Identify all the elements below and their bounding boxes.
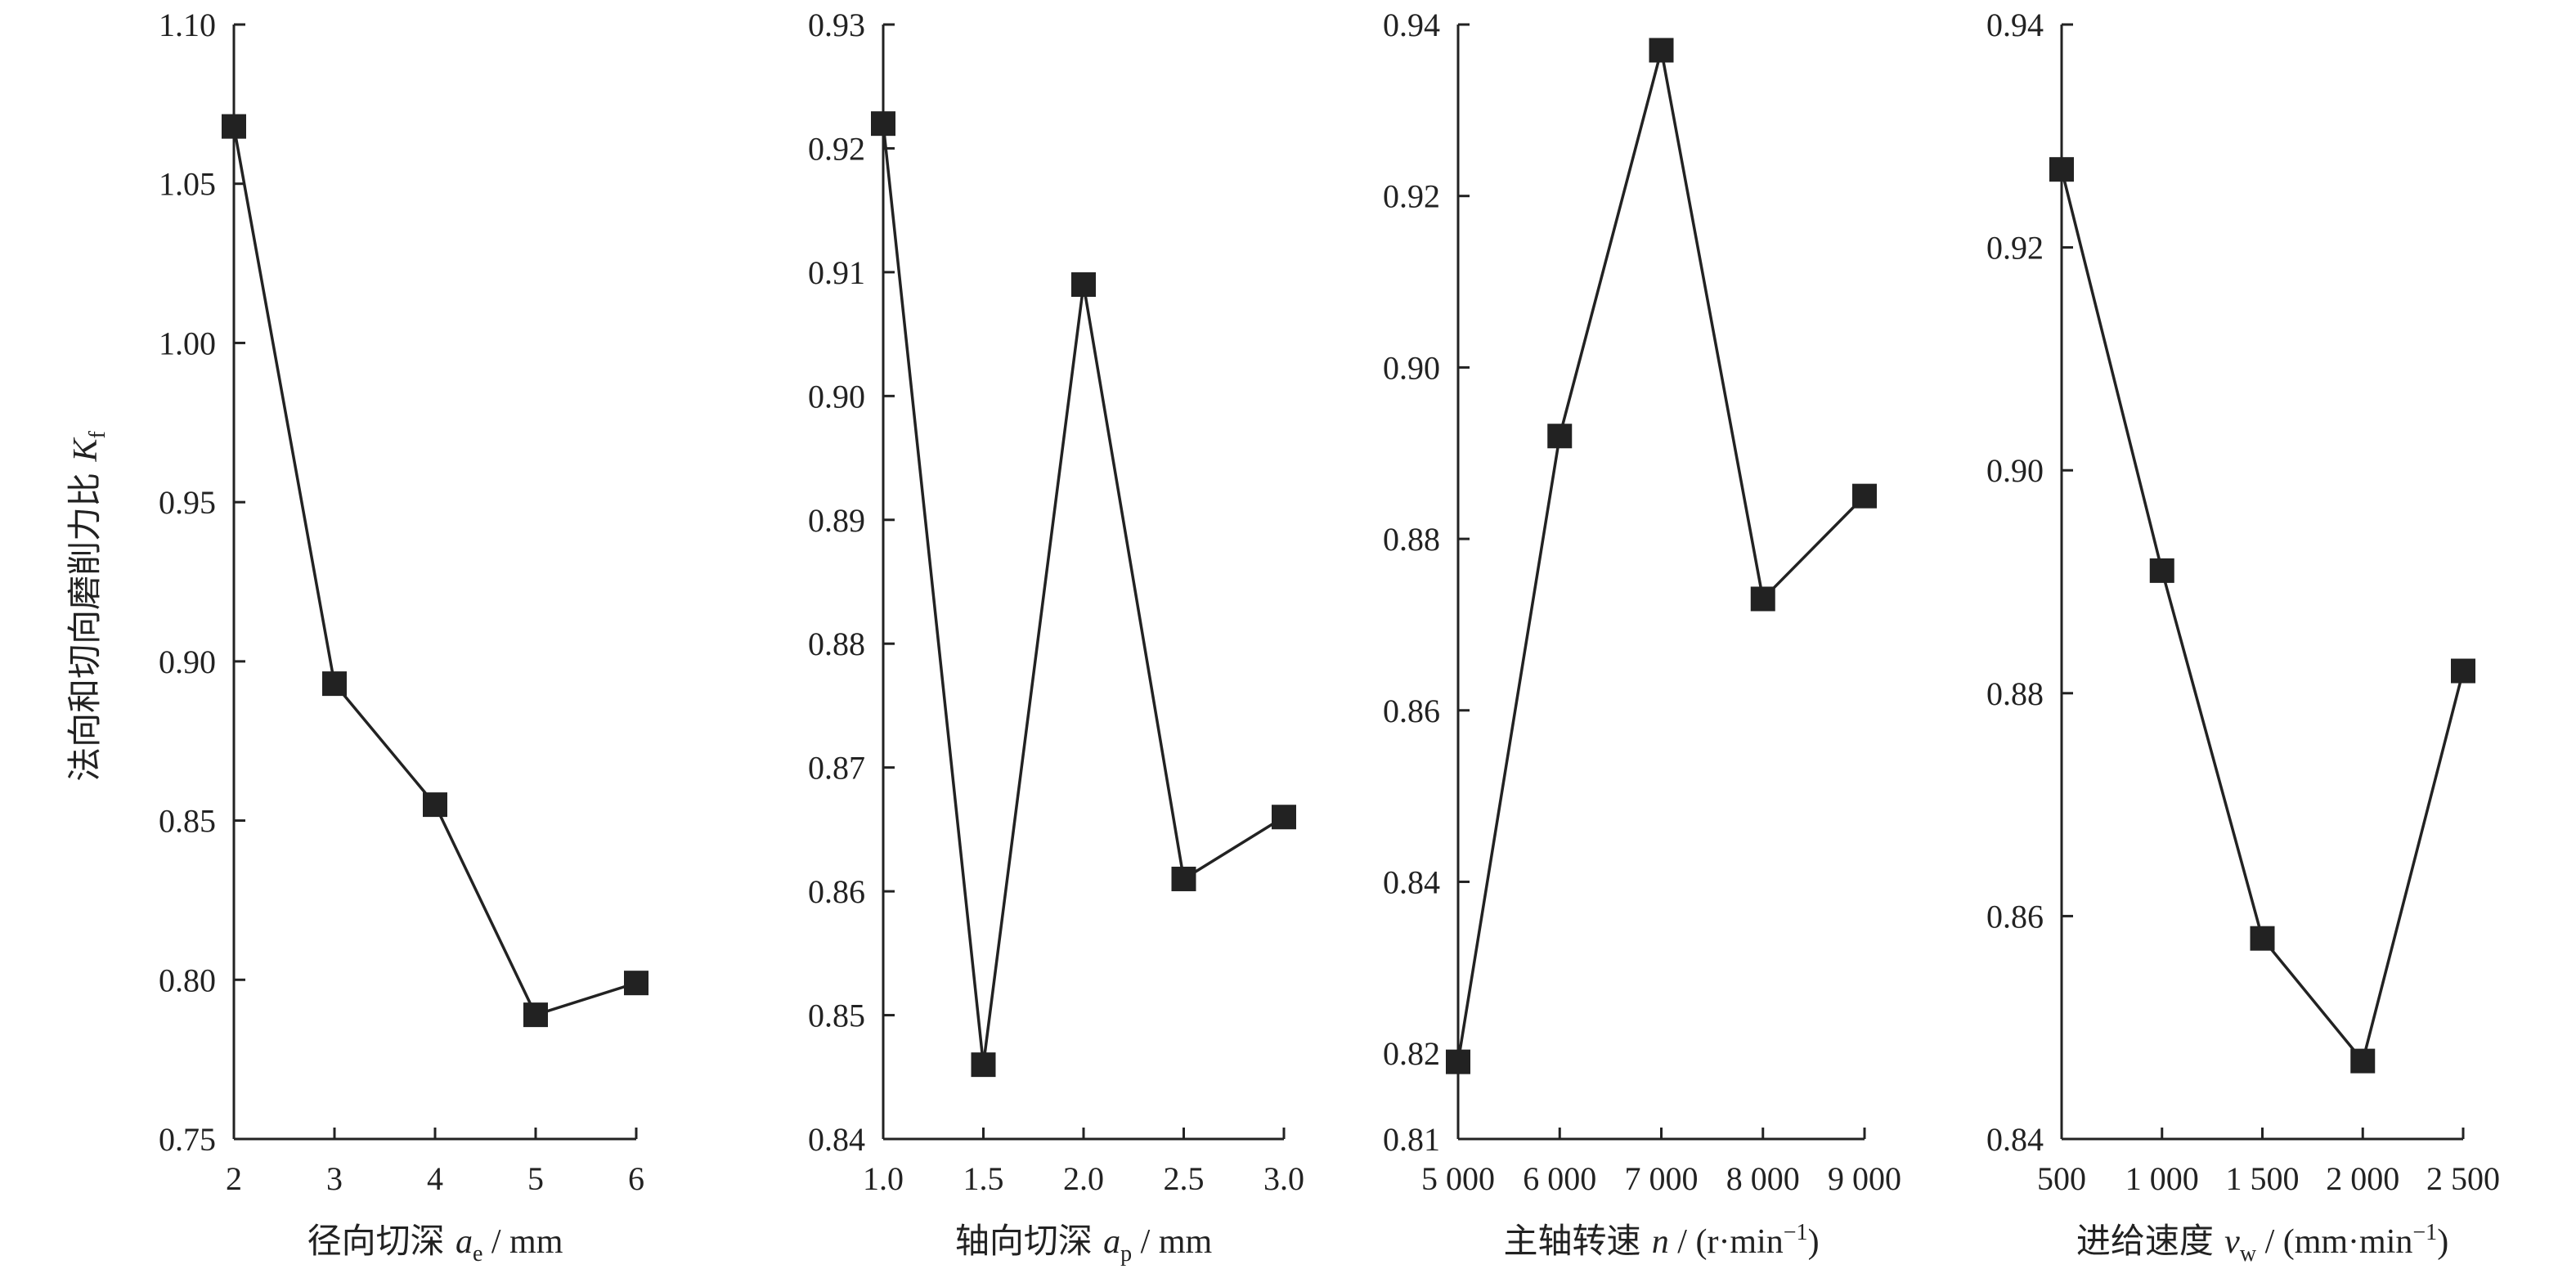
y-tick-label: 0.90 [808, 378, 865, 415]
x-tick-label: 2.5 [1164, 1160, 1205, 1197]
x-axis-title: 径向切深 ae / mm [307, 1221, 563, 1267]
y-tick-label: 0.94 [1986, 7, 2044, 43]
x-tick-label: 8 000 [1726, 1160, 1800, 1197]
x-tick-label: 4 [427, 1160, 443, 1197]
x-tick-label: 1.5 [963, 1160, 1004, 1197]
x-tick-label: 2 000 [2326, 1160, 2399, 1197]
data-point-marker [1852, 483, 1877, 509]
y-tick-label: 0.85 [159, 803, 216, 840]
x-tick-label: 6 000 [1523, 1160, 1596, 1197]
x-tick-label: 2 500 [2426, 1160, 2500, 1197]
panel-radial-depth: 0.75 0.80 0.85 0.90 0.95 1.00 1.05 1.10 2 3 4 5 6 径向切… [65, 7, 648, 1267]
x-tick-label: 9 000 [1828, 1160, 1901, 1197]
series-line [1456, 50, 1866, 1062]
y-tick-label: 0.91 [808, 254, 865, 291]
x-tick-label: 6 [628, 1160, 644, 1197]
x-tick-label: 3 [326, 1160, 343, 1197]
y-tick-label: 0.80 [159, 962, 216, 998]
y-tick-label: 0.88 [1383, 521, 1440, 558]
x-tick-label: 7 000 [1625, 1160, 1699, 1197]
y-tick-label: 0.75 [159, 1121, 216, 1158]
y-tick-label: 0.92 [1986, 230, 2044, 267]
x-tick-label: 1 500 [2226, 1160, 2300, 1197]
data-point-marker [1272, 805, 1296, 830]
y-tick-label: 0.92 [808, 130, 865, 167]
data-point-marker [1171, 866, 1196, 891]
x-tick-label: 5 [527, 1160, 544, 1197]
panel-axial-depth: 0.84 0.85 0.86 0.87 0.88 0.89 0.90 0.91 0.92 0.93… [808, 7, 1304, 1267]
y-tick-label: 0.94 [1383, 7, 1440, 43]
y-tick-label: 0.90 [159, 643, 216, 680]
series-line [232, 126, 637, 1017]
data-point-marker [2451, 658, 2475, 684]
data-point-marker [1750, 586, 1775, 612]
data-point-marker [2149, 558, 2174, 583]
y-tick-label: 0.81 [1383, 1121, 1440, 1158]
data-point-marker [1446, 1049, 1470, 1074]
data-point-marker [2350, 1048, 2376, 1074]
y-tick-label: 0.84 [1986, 1121, 2044, 1158]
data-point-marker [1547, 424, 1573, 449]
x-axis-title: 轴向切深 ap / mm [955, 1221, 1213, 1267]
data-point-marker [322, 671, 347, 697]
data-point-marker [2049, 157, 2074, 182]
x-axis-title: 主轴转速 n / (r·min−1) [1503, 1220, 1819, 1261]
data-point-marker [222, 114, 246, 139]
y-tick-label: 0.82 [1383, 1035, 1440, 1072]
series-line [882, 123, 1285, 1065]
data-point-marker [523, 1002, 548, 1028]
panel-spindle-speed: 0.81 0.82 0.84 0.86 0.88 0.90 0.92 0.94 5 000 6 0… [1383, 7, 1901, 1261]
y-tick-label: 0.89 [808, 502, 865, 539]
panel-feed-speed: 0.84 0.86 0.88 0.90 0.92 0.94 500 1 000 1 500 2 0… [1986, 7, 2500, 1267]
x-tick-label: 2.0 [1063, 1160, 1104, 1197]
x-tick-label: 3.0 [1263, 1160, 1304, 1197]
x-tick-label: 5 000 [1421, 1160, 1495, 1197]
x-axis-title: 进给速度 vw / (mm·min−1) [2076, 1220, 2448, 1267]
x-tick-label: 2 [226, 1160, 242, 1197]
y-tick-label: 0.90 [1383, 349, 1440, 386]
y-tick-label: 0.86 [808, 873, 865, 910]
data-point-marker [1649, 38, 1674, 63]
y-tick-label: 0.92 [1383, 178, 1440, 215]
y-tick-label: 1.05 [159, 166, 216, 203]
y-tick-label: 0.90 [1986, 452, 2044, 489]
y-tick-label: 0.85 [808, 998, 865, 1034]
y-tick-label: 0.93 [808, 7, 865, 43]
y-tick-label: 1.00 [159, 325, 216, 361]
data-point-marker [1071, 272, 1096, 298]
y-tick-label: 0.88 [1986, 675, 2044, 712]
data-point-marker [871, 111, 895, 137]
y-tick-label: 0.88 [808, 626, 865, 662]
x-tick-label: 500 [2037, 1160, 2086, 1197]
y-tick-label: 0.95 [159, 484, 216, 521]
data-point-marker [971, 1052, 996, 1078]
y-tick-label: 0.87 [808, 750, 865, 787]
y-tick-label: 0.84 [808, 1121, 865, 1158]
data-point-marker [423, 792, 447, 818]
y-tick-label: 1.10 [159, 7, 216, 43]
y-tick-label: 0.84 [1383, 863, 1440, 900]
y-tick-label: 0.86 [1986, 898, 2044, 935]
x-tick-label: 1 000 [2125, 1160, 2199, 1197]
x-tick-label: 1.0 [863, 1160, 904, 1197]
data-point-marker [624, 971, 648, 996]
data-point-marker [2250, 926, 2275, 951]
y-tick-label: 0.86 [1383, 693, 1440, 729]
y-axis-title: 法向和切向磨削力比 Kf [65, 430, 110, 781]
